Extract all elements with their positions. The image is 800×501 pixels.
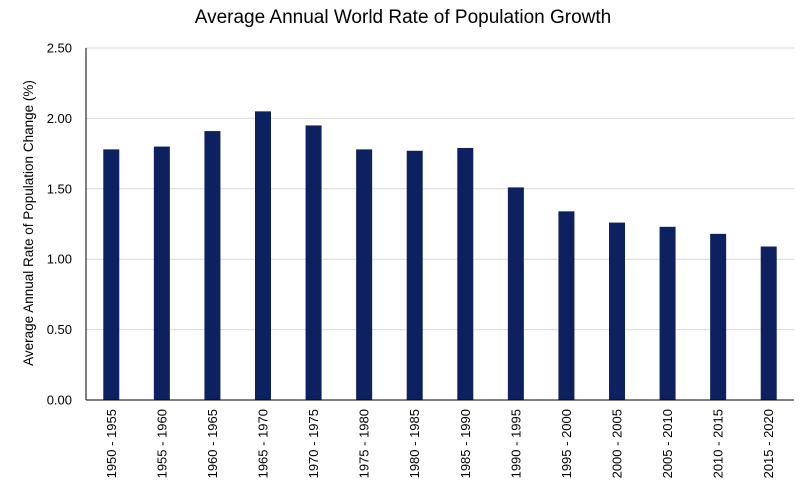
bar (558, 211, 575, 400)
x-tick-label: 1955 - 1960 (154, 409, 169, 478)
x-tick-label: 2015 - 2020 (761, 409, 776, 478)
bar (204, 131, 221, 400)
bar (710, 233, 727, 400)
x-tick-label: 1975 - 1980 (357, 409, 372, 478)
gridlines (86, 47, 794, 331)
x-tick-label: 1970 - 1975 (306, 409, 321, 478)
bar (659, 226, 676, 400)
y-tick-label: 1.50 (47, 181, 72, 196)
x-tick-label: 2010 - 2015 (711, 409, 726, 478)
y-axis-label: Average Annual Rate of Population Change… (21, 80, 36, 366)
bar (457, 147, 474, 400)
y-tick-label: 0.50 (47, 322, 72, 337)
x-tick-label: 1995 - 2000 (559, 409, 574, 478)
bar (760, 246, 777, 400)
bar (103, 149, 120, 400)
chart-title: Average Annual World Rate of Population … (195, 7, 612, 28)
x-tick-label: 2000 - 2005 (610, 409, 625, 478)
x-tick-labels: 1950 - 1955 1955 - 1960 1960 - 1965 1965 - … (104, 409, 776, 478)
y-tick-label: 1.00 (47, 252, 72, 267)
x-tick-label: 2005 - 2010 (660, 409, 675, 478)
bar (406, 150, 423, 400)
y-tick-labels: 0.00 0.50 1.00 1.50 2.00 2.50 (47, 41, 72, 408)
x-tick-label: 1985 - 1990 (458, 409, 473, 478)
bar (356, 149, 373, 400)
y-tick-label: 0.00 (47, 393, 72, 408)
bar (153, 146, 170, 400)
x-tick-label: 1960 - 1965 (205, 409, 220, 478)
bar (609, 222, 625, 400)
bar (507, 187, 524, 400)
x-tick-label: 1980 - 1985 (407, 409, 422, 478)
bar (305, 125, 322, 400)
x-tick-label: 1990 - 1995 (508, 409, 523, 478)
bars (103, 111, 777, 401)
x-tick-label: 1965 - 1970 (256, 409, 271, 478)
axes (85, 48, 794, 401)
bar (255, 111, 271, 401)
y-tick-label: 2.50 (47, 41, 72, 56)
x-tick-label: 1950 - 1955 (104, 409, 119, 478)
y-tick-label: 2.00 (47, 111, 72, 126)
